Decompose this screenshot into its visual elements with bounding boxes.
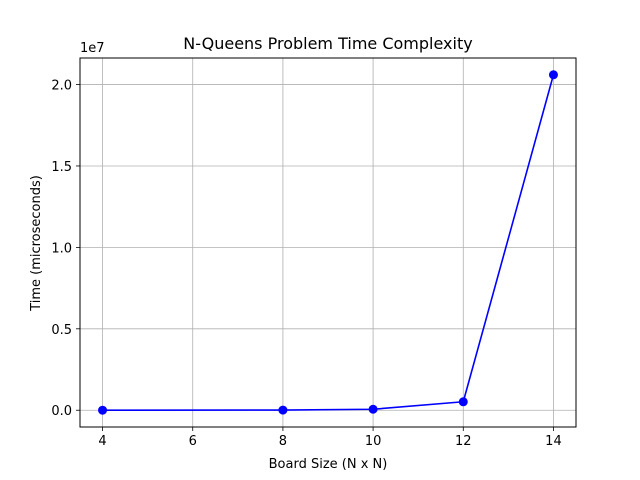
ticks-layer: 4 6 8 10 12 14 0.0 0.5 1.0 1.5 2.0 bbox=[51, 79, 561, 449]
data-point bbox=[98, 405, 108, 415]
axes-frame bbox=[79, 57, 577, 428]
data-point bbox=[548, 70, 558, 80]
y-tick-label: 0.0 bbox=[51, 404, 72, 419]
series-layer bbox=[98, 70, 558, 415]
y-tick-label: 2.0 bbox=[51, 79, 72, 94]
chart-title: N-Queens Problem Time Complexity bbox=[183, 34, 472, 53]
x-tick-label: 14 bbox=[545, 434, 562, 449]
y-offset-label: 1e7 bbox=[80, 41, 105, 56]
x-tick-label: 4 bbox=[98, 434, 106, 449]
x-tick-label: 10 bbox=[365, 434, 382, 449]
x-tick-label: 6 bbox=[189, 434, 197, 449]
data-point bbox=[368, 404, 378, 414]
data-point bbox=[458, 397, 468, 407]
x-tick-label: 12 bbox=[455, 434, 472, 449]
y-axis-label: Time (microseconds) bbox=[29, 175, 44, 312]
y-tick-label: 0.5 bbox=[51, 323, 72, 338]
x-axis-label: Board Size (N x N) bbox=[269, 457, 388, 472]
y-tick-label: 1.0 bbox=[51, 241, 72, 256]
x-tick-label: 8 bbox=[279, 434, 287, 449]
y-tick-label: 1.5 bbox=[51, 160, 72, 175]
data-point bbox=[278, 405, 288, 415]
